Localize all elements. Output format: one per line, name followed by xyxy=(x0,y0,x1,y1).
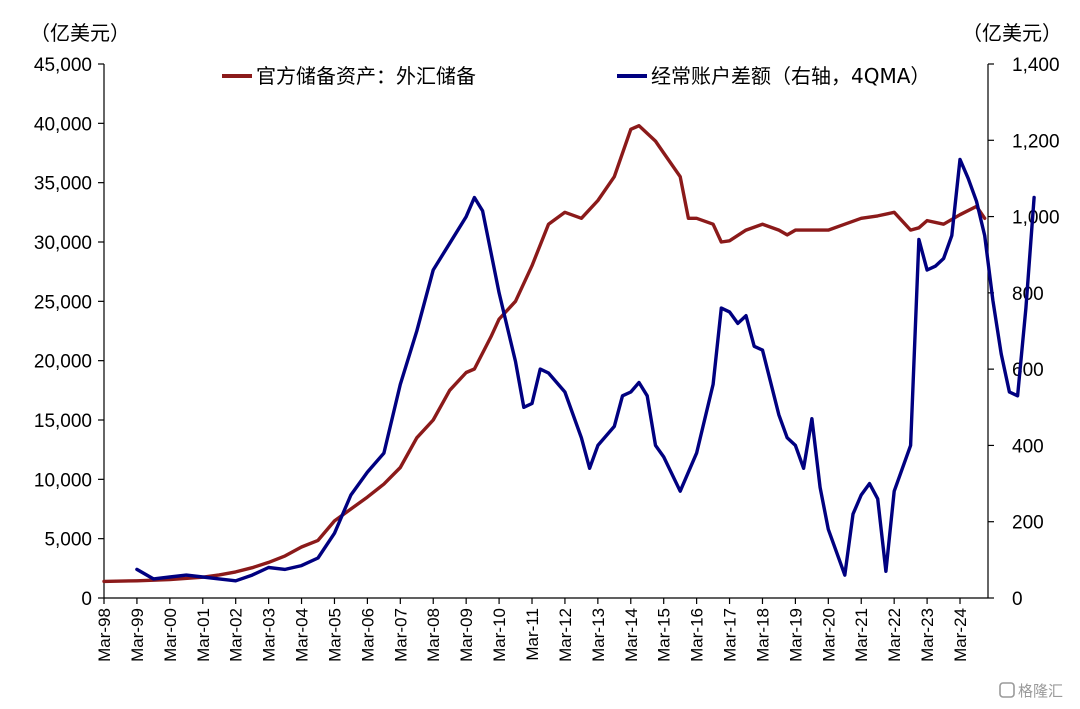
x-tick-label: Mar-21 xyxy=(852,608,871,662)
left-tick-label: 10,000 xyxy=(34,470,92,491)
left-tick-label: 0 xyxy=(81,589,92,610)
watermark-text: 格隆汇 xyxy=(1018,682,1063,700)
x-tick-label: Mar-99 xyxy=(128,608,147,662)
left-tick-label: 5,000 xyxy=(44,530,92,551)
x-tick-label: Mar-13 xyxy=(589,608,608,662)
x-tick-label: Mar-05 xyxy=(325,608,344,662)
right-tick-label: 600 xyxy=(1012,360,1044,381)
left-tick-label: 45,000 xyxy=(34,55,92,76)
right-tick-label: 1,400 xyxy=(1012,55,1060,76)
right-tick-label: 400 xyxy=(1012,436,1044,457)
x-tick-label: Mar-04 xyxy=(293,608,312,662)
legend-label-reserves: 官方储备资产：外汇储备 xyxy=(256,64,476,88)
legend-item-current-account: 经常账户差额（右轴，4QMA） xyxy=(617,64,930,88)
watermark: 格隆汇 xyxy=(999,682,1063,700)
x-tick-label: Mar-15 xyxy=(655,608,674,662)
x-tick-label: Mar-18 xyxy=(753,608,772,662)
left-tick-label: 15,000 xyxy=(34,411,92,432)
plot-area xyxy=(102,123,1036,584)
right-axis-unit: （亿美元） xyxy=(962,21,1062,45)
x-tick-label: Mar-24 xyxy=(951,608,970,662)
left-tick-label: 30,000 xyxy=(34,233,92,254)
x-tick-label: Mar-22 xyxy=(885,608,904,662)
x-tick-label: Mar-01 xyxy=(194,608,213,662)
x-tick-label: Mar-14 xyxy=(622,608,641,662)
x-tick-label: Mar-03 xyxy=(260,608,279,662)
left-tick-label: 25,000 xyxy=(34,292,92,313)
legend-item-reserves: 官方储备资产：外汇储备 xyxy=(222,64,476,88)
left-y-axis: 0 5,000 10,000 15,000 20,000 25,000 30,000 35,0… xyxy=(34,55,105,610)
x-tick-label: Mar-10 xyxy=(490,608,509,662)
x-tick-label: Mar-07 xyxy=(391,608,410,662)
x-tick-label: Mar-02 xyxy=(227,608,246,662)
left-tick-label: 35,000 xyxy=(34,174,92,195)
series-line-current-account xyxy=(135,157,1036,583)
x-tick-label: Mar-00 xyxy=(161,608,180,662)
legend-label-current-account: 经常账户差额（右轴，4QMA） xyxy=(651,64,930,88)
x-tick-label: Mar-08 xyxy=(424,608,443,662)
watermark-logo-icon xyxy=(999,682,1015,698)
x-tick-label: Mar-98 xyxy=(95,608,114,662)
x-tick-label: Mar-16 xyxy=(688,608,707,662)
x-tick-label: Mar-20 xyxy=(819,608,838,662)
right-tick-label: 0 xyxy=(1012,589,1023,610)
left-tick-label: 40,000 xyxy=(34,114,92,135)
right-tick-label: 1,000 xyxy=(1012,208,1060,229)
x-tick-label: Mar-12 xyxy=(556,608,575,662)
x-axis: Mar-98 Mar-99 Mar-00 Mar-01 Mar-02 Mar-03 Mar-… xyxy=(95,597,988,662)
legend: 官方储备资产：外汇储备 经常账户差额（右轴，4QMA） xyxy=(222,64,930,88)
left-axis-unit: （亿美元） xyxy=(30,21,130,45)
x-tick-label: Mar-17 xyxy=(721,608,740,662)
series-line-reserves xyxy=(102,123,987,584)
x-tick-label: Mar-09 xyxy=(457,608,476,662)
right-tick-label: 200 xyxy=(1012,513,1044,534)
left-tick-label: 20,000 xyxy=(34,352,92,373)
x-tick-label: Mar-06 xyxy=(358,608,377,662)
x-tick-label: Mar-19 xyxy=(786,608,805,662)
x-tick-label: Mar-11 xyxy=(523,608,542,661)
x-tick-label: Mar-23 xyxy=(918,608,937,662)
right-tick-label: 1,200 xyxy=(1012,131,1060,152)
